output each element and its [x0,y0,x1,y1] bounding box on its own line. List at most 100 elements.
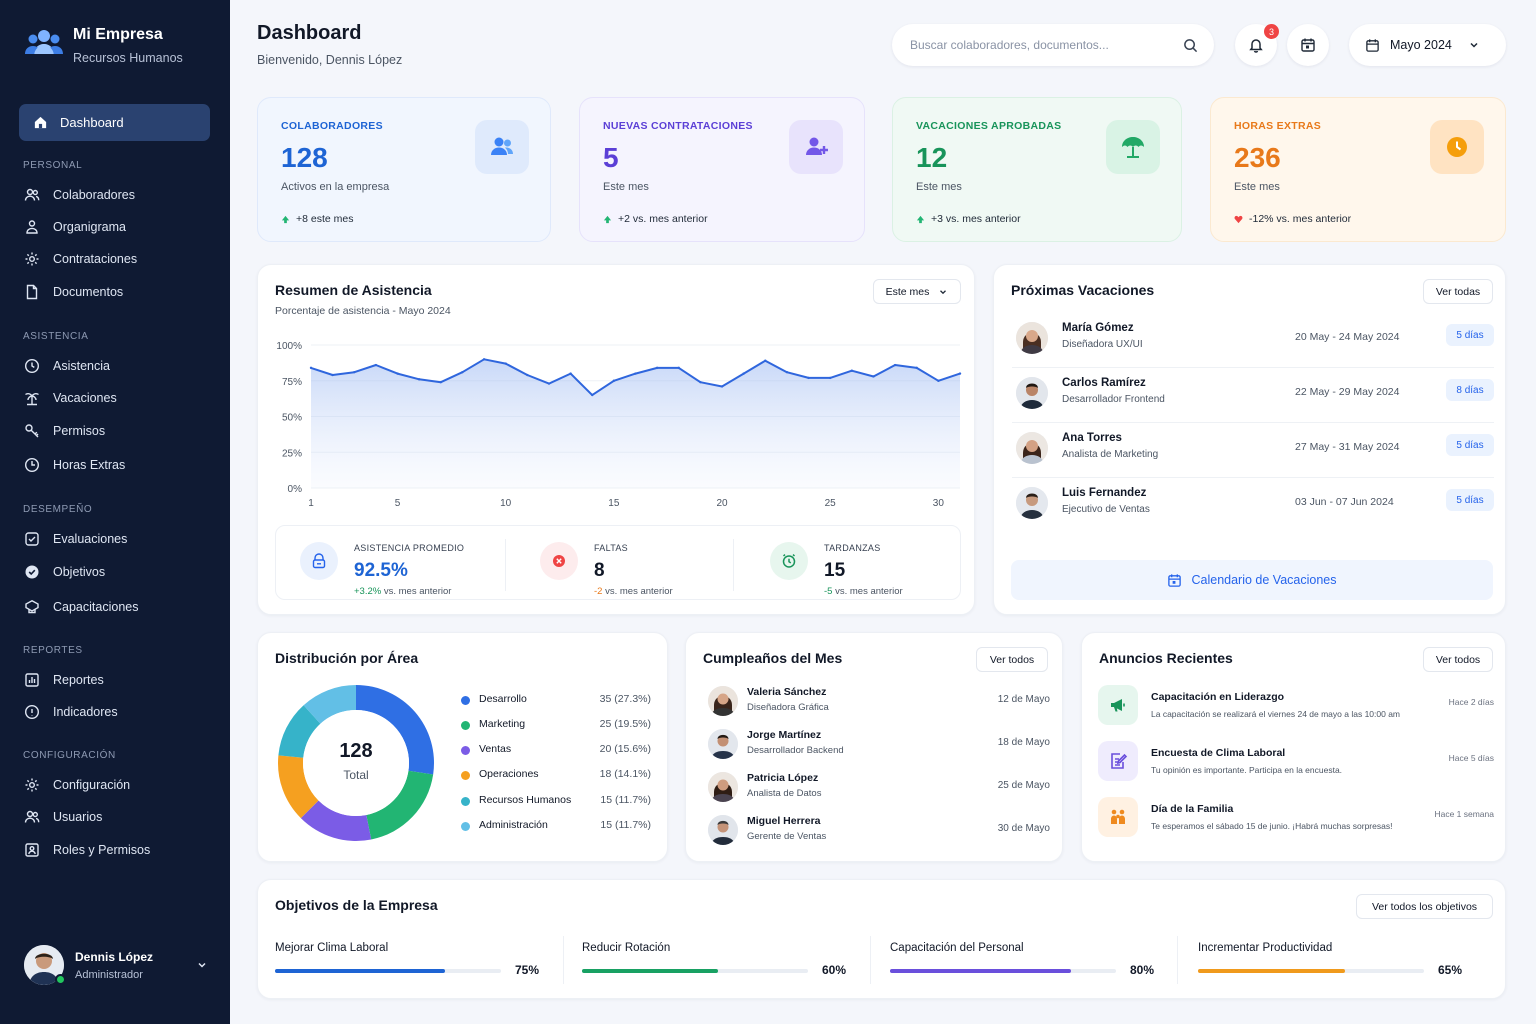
sidebar-item-label: Horas Extras [53,458,126,472]
kpi-value: 8 [594,560,605,581]
donut-slice[interactable] [278,755,319,819]
announcement-row[interactable]: Día de la Familia Te esperamos el sábado… [1098,797,1494,841]
search-icon[interactable] [1183,38,1198,53]
donut-total-label: Total [343,768,369,782]
sidebar-item-contrataciones[interactable]: Contrataciones [24,250,137,268]
vacation-row[interactable]: Luis Fernandez Ejecutivo de Ventas 03 Ju… [1012,478,1494,533]
calendar-button[interactable] [1287,24,1329,66]
announcements-title: Anuncios Recientes [1099,650,1233,666]
divider [563,936,564,984]
sidebar-item-colaboradores[interactable]: Colaboradores [24,186,135,204]
sidebar-item-vacaciones[interactable]: Vacaciones [24,389,117,407]
legend-value: 18 (14.1%) [599,768,651,780]
legend-item: Ventas 20 (15.6%) [461,743,651,757]
megaphone-icon [1098,685,1138,725]
sidebar-item-indicadores[interactable]: Indicadores [24,703,118,721]
sidebar-item-capacitaciones[interactable]: Capacitaciones [24,598,138,616]
birthday-row[interactable]: Miguel Herrera Gerente de Ventas 30 de M… [708,813,1050,853]
attendance-chart: 0%25%50%75%100%1 5 10 15 20 25 30 [276,341,962,509]
stat-label: COLABORADORES [281,120,383,132]
period-dropdown[interactable]: Este mes [873,279,961,304]
attendance-point [655,366,659,370]
sidebar-item-dashboard[interactable]: Dashboard [19,104,210,141]
vacation-row[interactable]: Ana Torres Analista de Marketing 27 May … [1012,423,1494,478]
x-tick-label: 30 [933,498,945,509]
sidebar-item-horas-extras[interactable]: Horas Extras [24,456,125,474]
month-selector[interactable]: Mayo 2024 [1349,24,1506,66]
view-all-objectives-button[interactable]: Ver todos los objetivos [1356,894,1493,919]
objective-item[interactable]: Mejorar Clima Laboral 75% [275,940,539,990]
avatar [24,945,66,985]
view-all-vacations-button[interactable]: Ver todas [1423,279,1493,304]
divider [1177,936,1178,984]
sidebar-item-reportes[interactable]: Reportes [24,671,104,689]
stat-card-vacaciones-aprobadas[interactable]: VACACIONES APROBADAS 12 Este mes +3 vs. … [892,97,1182,242]
donut-total-value: 128 [339,740,373,762]
objective-item[interactable]: Incrementar Productividad 65% [1198,940,1462,990]
y-tick-label: 0% [288,484,303,495]
user-menu[interactable]: Dennis López Administrador [24,944,208,986]
stat-trend: +8 este mes [281,213,354,225]
chevron-down-icon [1468,39,1480,51]
attendance-point [374,363,378,367]
vacation-row[interactable]: Carlos Ramírez Desarrollador Frontend 22… [1012,368,1494,423]
donut-slice[interactable] [356,685,435,775]
stat-trend: +2 vs. mes anterior [603,213,708,225]
brand[interactable]: Mi Empresa Recursos Humanos [24,24,183,65]
objective-label: Incrementar Productividad [1198,942,1333,954]
x-tick-label: 25 [825,498,837,509]
sidebar-item-organigrama[interactable]: Organigrama [24,218,126,236]
birthdays-title: Cumpleaños del Mes [703,650,843,666]
sidebar-item-label: Organigrama [53,220,126,234]
announcement-text: Tu opinión es importante. Participa en l… [1151,765,1343,775]
donut-slice[interactable] [303,685,356,724]
user-name: Dennis López [75,949,154,964]
employee-name: Jorge Martínez [747,729,822,741]
birthday-row[interactable]: Patricia López Analista de Datos 25 de M… [708,770,1050,810]
calendar-icon [1300,37,1316,53]
kpi-delta: -5 [824,586,833,597]
birthday-date: 18 de Mayo [997,737,1050,748]
sidebar-item-roles-permisos[interactable]: Roles y Permisos [24,841,150,859]
search-input[interactable] [910,38,1183,52]
sidebar-item-configuracion[interactable]: Configuración [24,776,130,794]
kpi-value: 92.5% [354,560,408,581]
chevron-down-icon[interactable] [196,959,208,971]
stat-card-colaboradores[interactable]: COLABORADORES 128 Activos en la empresa … [257,97,551,242]
sidebar-item-evaluaciones[interactable]: Evaluaciones [24,530,127,548]
donut-slice[interactable] [366,770,434,840]
attendance-title: Resumen de Asistencia [275,282,432,298]
objective-item[interactable]: Reducir Rotación 60% [582,940,846,990]
sidebar-item-asistencia[interactable]: Asistencia [24,357,110,375]
progress-fill [1198,969,1345,973]
notifications-button[interactable]: 3 [1235,24,1279,66]
progress-track [275,969,501,973]
announcement-time: Hace 2 días [1448,697,1494,707]
sidebar-item-permisos[interactable]: Permisos [24,422,105,440]
view-all-announcements-button[interactable]: Ver todos [1423,647,1493,672]
stat-card-nuevas-contrataciones[interactable]: NUEVAS CONTRATACIONES 5 Este mes +2 vs. … [579,97,865,242]
view-all-birthdays-button[interactable]: Ver todos [976,647,1048,672]
progress-track [1198,969,1424,973]
objectives-title: Objetivos de la Empresa [275,897,438,913]
vacation-row[interactable]: María Gómez Diseñadora UX/UI 20 May - 24… [1012,313,1494,368]
days-badge: 5 días [1446,434,1494,456]
sidebar-item-documentos[interactable]: Documentos [24,283,123,301]
vacation-calendar-link[interactable]: Calendario de Vacaciones [1011,560,1493,600]
donut-slice[interactable] [278,705,321,758]
stat-card-horas-extras[interactable]: HORAS EXTRAS 236 Este mes -12% vs. mes a… [1210,97,1506,242]
birthday-row[interactable]: Valeria Sánchez Diseñadora Gráfica 12 de… [708,684,1050,724]
announcement-row[interactable]: Capacitación en Liderazgo La capacitació… [1098,685,1494,729]
announcement-row[interactable]: Encuesta de Clima Laboral Tu opinión es … [1098,741,1494,785]
employee-role: Desarrollador Frontend [1062,394,1165,405]
attendance-point [353,370,356,374]
objective-item[interactable]: Capacitación del Personal 80% [890,940,1154,990]
donut-slice[interactable] [300,800,372,841]
sidebar-item-usuarios[interactable]: Usuarios [24,808,102,826]
birthday-row[interactable]: Jorge Martínez Desarrollador Backend 18 … [708,727,1050,767]
clock-icon [1430,120,1484,174]
arrow-up-icon [603,215,612,224]
sidebar-item-objetivos[interactable]: Objetivos [24,563,105,581]
kpi-value: 15 [824,560,846,581]
sidebar-item-label: Capacitaciones [53,600,139,614]
